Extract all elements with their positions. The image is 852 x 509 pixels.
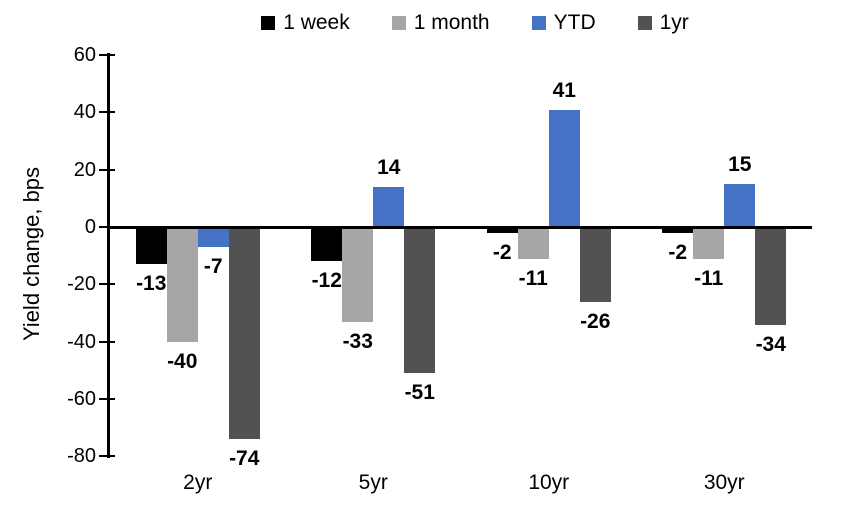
x-category-label: 30yr	[703, 471, 745, 494]
y-axis-tick	[99, 340, 115, 343]
bar-value-label: -13	[136, 272, 167, 296]
y-tick-label: -20	[67, 273, 96, 296]
bar-1yr-2yr	[228, 227, 260, 440]
y-axis-tick	[99, 168, 115, 171]
legend-label: 1 month	[413, 11, 490, 34]
y-axis-tick	[99, 53, 115, 56]
bar-1-week-10yr	[486, 227, 518, 233]
legend-item-1-week: 1 week	[261, 10, 350, 36]
y-tick-label: 0	[84, 216, 96, 238]
bar-value-label: 41	[552, 78, 576, 102]
bar-value-label: -33	[342, 329, 373, 353]
legend-item-ytd: YTD	[531, 10, 596, 36]
bar-1-month-10yr	[517, 227, 549, 259]
bar-value-label: -51	[404, 381, 435, 405]
legend-swatch-icon	[391, 16, 406, 30]
y-axis-tick	[99, 455, 115, 458]
legend-label: 1yr	[659, 11, 689, 34]
bar-value-label: -7	[203, 255, 223, 279]
bar-value-label: 14	[377, 155, 401, 179]
legend-swatch-icon	[261, 16, 276, 30]
bar-value-label: -34	[755, 332, 786, 356]
bar-1-week-5yr	[311, 227, 343, 262]
legend-label: 1 week	[283, 11, 350, 34]
bar-value-label: -26	[580, 309, 611, 333]
y-axis-tick	[99, 398, 115, 401]
bar-1-week-2yr	[135, 227, 167, 265]
x-category-label: 2yr	[183, 471, 213, 494]
bar-ytd-30yr	[724, 184, 756, 227]
bar-value-label: -2	[492, 240, 512, 264]
bar-ytd-5yr	[373, 186, 405, 227]
y-axis-tick	[99, 111, 115, 114]
bar-1yr-10yr	[579, 227, 611, 302]
legend-swatch-icon	[531, 16, 546, 30]
bar-value-label: -40	[167, 349, 198, 373]
bar-value-label: -74	[229, 447, 260, 471]
bar-1-week-30yr	[662, 227, 694, 233]
legend-item-1yr: 1yr	[637, 10, 689, 36]
bar-value-label: -12	[311, 269, 342, 293]
bar-1yr-5yr	[404, 227, 436, 374]
bar-value-label: 15	[728, 153, 752, 176]
y-tick-label: 20	[73, 158, 96, 181]
y-tick-label: 40	[73, 101, 96, 124]
legend-swatch-icon	[637, 16, 652, 30]
x-category-label: 10yr	[528, 471, 570, 494]
bar-1yr-30yr	[755, 227, 787, 325]
x-category-label: 5yr	[358, 471, 388, 494]
bar-1-month-2yr	[166, 227, 198, 342]
legend: 1 week 1 month YTD 1yr	[124, 9, 826, 37]
zero-axis-line	[107, 225, 812, 229]
bar-1-month-30yr	[693, 227, 725, 259]
y-tick-label: -80	[67, 445, 96, 468]
bar-ytd-10yr	[548, 109, 580, 227]
bar-value-label: -2	[668, 240, 688, 264]
bar-1-month-5yr	[342, 227, 374, 322]
bar-ytd-2yr	[197, 227, 229, 248]
legend-item-1-month: 1 month	[391, 10, 490, 36]
y-axis-tick	[99, 283, 115, 286]
bar-value-label: -11	[694, 266, 724, 290]
bar-value-label: -11	[518, 266, 548, 290]
y-tick-label: -60	[67, 388, 96, 411]
legend-label: YTD	[553, 11, 596, 34]
y-tick-label: -40	[67, 330, 96, 353]
y-tick-label: 60	[73, 43, 96, 66]
y-axis-line	[107, 53, 110, 458]
